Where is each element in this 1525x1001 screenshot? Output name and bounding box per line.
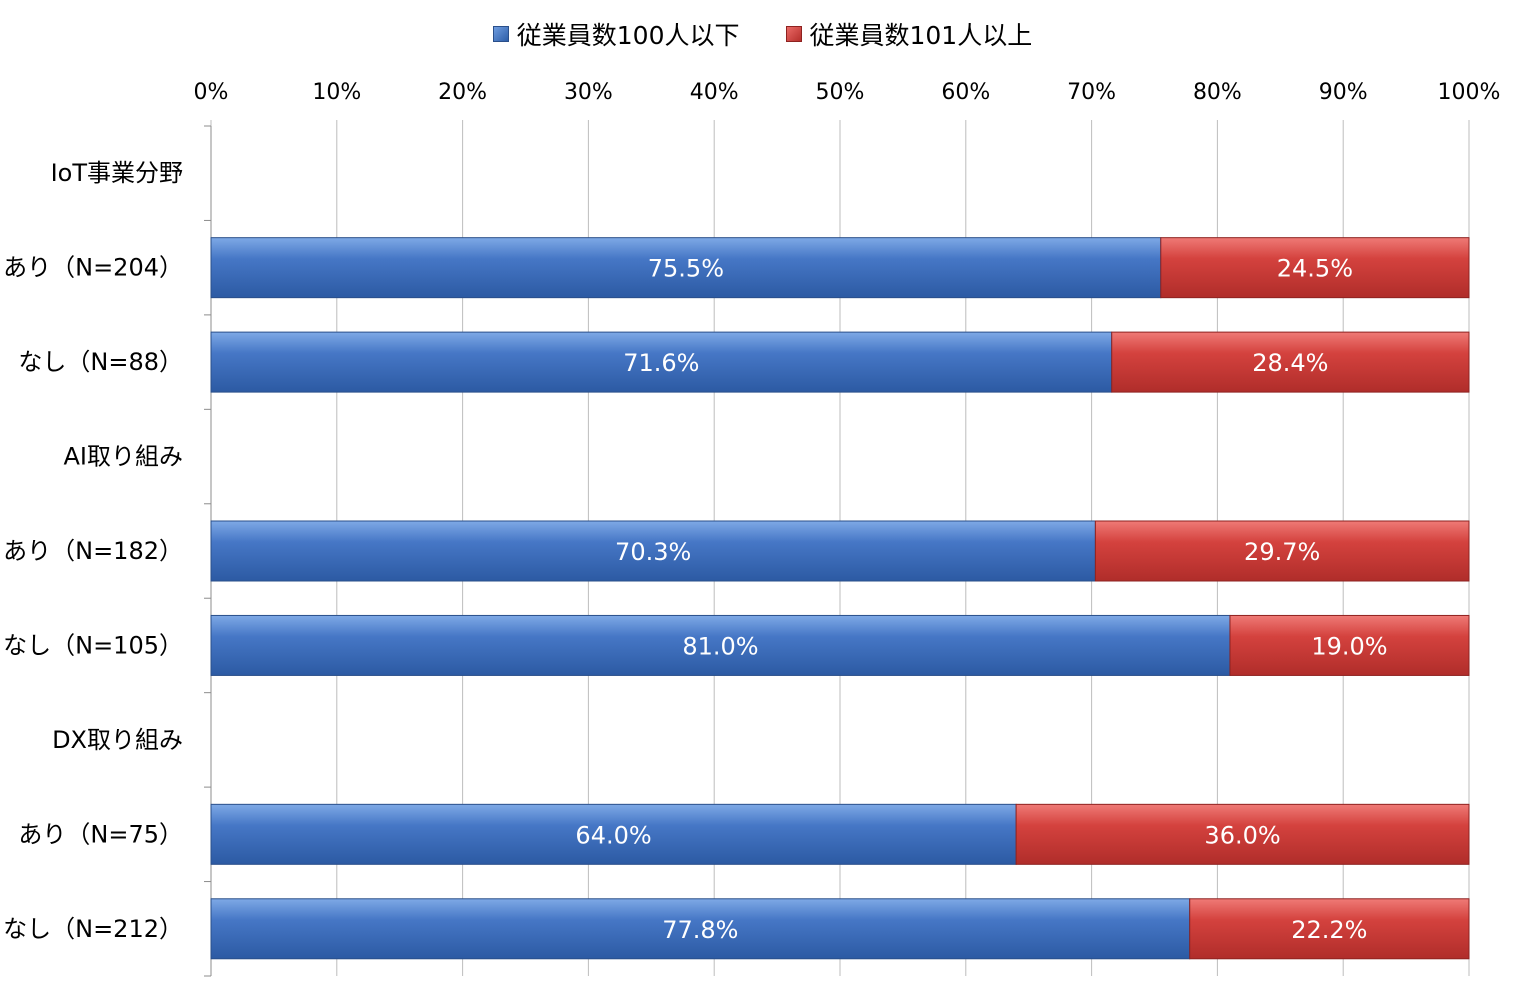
bar-row-5-series-2 (1229, 614, 1470, 676)
category-label-4: あり（N=182） (3, 537, 183, 565)
x-tick-label-3: 30% (564, 80, 613, 105)
bar-row-7-series-1 (210, 803, 1017, 865)
data-label-row-7-series-1: 64.0% (575, 821, 651, 849)
category-label-5: なし（N=105） (3, 631, 183, 659)
data-label-row-8-series-2: 22.2% (1291, 916, 1367, 944)
bars: 75.5% 24.5% 71.6% 28.4% 70.3% 29.7% 81.0% 19.0%… (210, 237, 1470, 960)
x-tick-label-8: 80% (1193, 80, 1242, 105)
x-tick-label-0: 0% (194, 80, 229, 105)
legend-label-series-2: 従業員数101人以上 (809, 21, 1033, 50)
data-label-row-1-series-2: 24.5% (1277, 255, 1353, 283)
x-tick-label-1: 10% (312, 80, 361, 105)
x-tick-label-10: 100% (1438, 80, 1501, 105)
bar-row-2-series-1 (210, 331, 1113, 393)
category-label-6: DX取り組み (52, 726, 183, 754)
data-label-row-5-series-1: 81.0% (682, 632, 758, 660)
x-tick-label-5: 50% (816, 80, 865, 105)
data-label-row-1-series-1: 75.5% (648, 255, 724, 283)
data-label-row-4-series-1: 70.3% (615, 538, 691, 566)
x-tick-label-7: 70% (1067, 80, 1116, 105)
data-label-row-8-series-1: 77.8% (662, 916, 738, 944)
legend-label-series-1: 従業員数100人以下 (516, 21, 740, 50)
category-label-7: あり（N=75） (18, 820, 183, 848)
bar-row-1-series-2 (1160, 237, 1470, 299)
x-tick-label-6: 60% (941, 80, 990, 105)
data-label-row-5-series-2: 19.0% (1311, 632, 1387, 660)
category-label-0: IoT事業分野 (51, 159, 183, 187)
x-axis-ticks: 0% 10% 20% 30% 40% 50% 60% 70% 80% 90% 100% (194, 80, 1501, 105)
x-tick-label-4: 40% (690, 80, 739, 105)
legend-item-series-2: 従業員数101人以上 (785, 16, 1033, 52)
data-label-row-4-series-2: 29.7% (1244, 538, 1320, 566)
bar-row-8-series-2 (1189, 898, 1470, 960)
legend: 従業員数100人以下 従業員数101人以上 (0, 14, 1525, 54)
bar-row-4-series-1 (210, 520, 1096, 582)
bar-row-2-series-2 (1111, 331, 1470, 393)
legend-swatch-series-2 (785, 26, 802, 42)
x-tick-label-2: 20% (438, 80, 487, 105)
x-tick-label-9: 90% (1319, 80, 1368, 105)
bar-row-5-series-1 (210, 614, 1231, 676)
bar-row-4-series-2 (1094, 520, 1470, 582)
bar-row-8-series-1 (210, 898, 1191, 960)
data-label-row-7-series-2: 36.0% (1204, 821, 1280, 849)
data-label-row-2-series-1: 71.6% (623, 349, 699, 377)
category-label-1: あり（N=204） (3, 254, 183, 282)
legend-item-series-1: 従業員数100人以下 (492, 16, 740, 52)
category-label-3: AI取り組み (64, 443, 184, 471)
bar-row-7-series-2 (1015, 803, 1470, 865)
data-label-row-2-series-2: 28.4% (1252, 349, 1328, 377)
category-label-2: なし（N=88） (18, 348, 183, 376)
legend-swatch-series-1 (492, 26, 509, 42)
bar-row-1-series-1 (210, 237, 1162, 299)
category-label-8: なし（N=212） (3, 915, 183, 943)
